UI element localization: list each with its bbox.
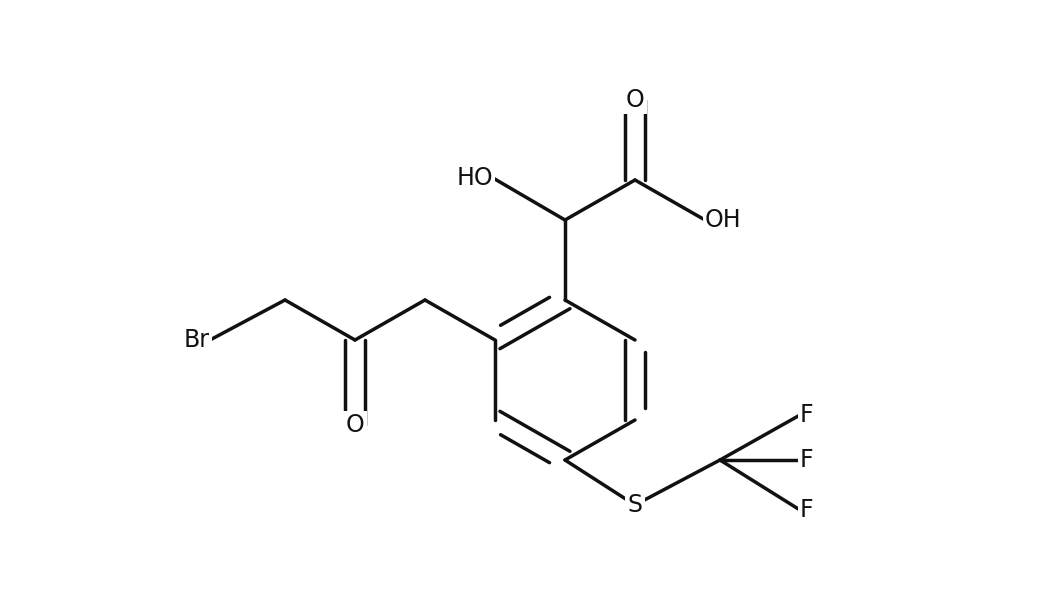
Text: F: F [800,498,814,522]
Text: OH: OH [705,208,741,232]
Text: F: F [800,403,814,427]
Text: F: F [800,448,814,472]
Text: O: O [626,88,645,112]
Text: O: O [346,413,364,437]
Text: Br: Br [184,328,210,352]
Text: HO: HO [457,166,493,190]
Text: S: S [628,493,643,517]
